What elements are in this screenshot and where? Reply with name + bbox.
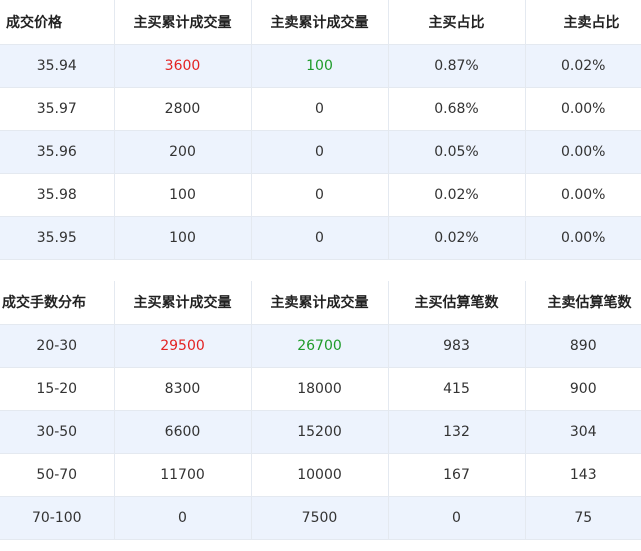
cell-sell-volume: 15200 <box>251 410 389 454</box>
table-row: 30-50 6600 15200 132 304 <box>0 410 641 454</box>
cell-buy-count: 0 <box>388 496 526 540</box>
cell-price: 35.95 <box>0 216 115 260</box>
header-lot-distribution: 成交手数分布 <box>0 280 115 325</box>
table-row: 35.98 100 0 0.02% 0.00% <box>0 173 641 217</box>
cell-buy-volume: 11700 <box>114 453 252 497</box>
cell-sell-count: 890 <box>525 324 641 368</box>
cell-price: 35.94 <box>0 44 115 88</box>
cell-buy-volume: 2800 <box>114 87 252 131</box>
cell-buy-count: 983 <box>388 324 526 368</box>
cell-buy-ratio: 0.02% <box>388 216 526 260</box>
cell-price: 35.97 <box>0 87 115 131</box>
cell-sell-count: 304 <box>525 410 641 454</box>
cell-sell-ratio: 0.00% <box>525 216 641 260</box>
cell-sell-volume: 0 <box>251 173 389 217</box>
lot-distribution-table: 成交手数分布 主买累计成交量 主卖累计成交量 主买估算笔数 主卖估算笔数 20-… <box>0 280 641 540</box>
cell-lot-range: 15-20 <box>0 367 115 411</box>
table-row: 20-30 29500 26700 983 890 <box>0 324 641 368</box>
cell-sell-ratio: 0.02% <box>525 44 641 88</box>
cell-sell-volume: 100 <box>251 44 389 88</box>
price-volume-table: 成交价格 主买累计成交量 主卖累计成交量 主买占比 主卖占比 35.94 360… <box>0 0 641 260</box>
table-row: 35.97 2800 0 0.68% 0.00% <box>0 87 641 131</box>
cell-buy-count: 167 <box>388 453 526 497</box>
table-row: 50-70 11700 10000 167 143 <box>0 453 641 497</box>
header-buy-ratio: 主买占比 <box>388 0 526 45</box>
cell-sell-volume: 10000 <box>251 453 389 497</box>
header-sell-volume: 主卖累计成交量 <box>251 280 389 325</box>
cell-lot-range: 50-70 <box>0 453 115 497</box>
cell-lot-range: 20-30 <box>0 324 115 368</box>
header-trade-price: 成交价格 <box>0 0 115 45</box>
cell-buy-volume: 8300 <box>114 367 252 411</box>
cell-sell-ratio: 0.00% <box>525 130 641 174</box>
cell-sell-ratio: 0.00% <box>525 87 641 131</box>
cell-buy-volume: 200 <box>114 130 252 174</box>
cell-sell-count: 900 <box>525 367 641 411</box>
cell-sell-ratio: 0.00% <box>525 173 641 217</box>
cell-price: 35.96 <box>0 130 115 174</box>
table-spacer <box>0 260 641 281</box>
cell-buy-ratio: 0.87% <box>388 44 526 88</box>
cell-sell-volume: 7500 <box>251 496 389 540</box>
header-buy-volume: 主买累计成交量 <box>114 0 252 45</box>
cell-sell-count: 143 <box>525 453 641 497</box>
cell-sell-volume: 18000 <box>251 367 389 411</box>
cell-sell-volume: 0 <box>251 130 389 174</box>
header-buy-count: 主买估算笔数 <box>388 280 526 325</box>
cell-buy-ratio: 0.68% <box>388 87 526 131</box>
cell-buy-volume: 6600 <box>114 410 252 454</box>
cell-sell-volume: 0 <box>251 216 389 260</box>
cell-price: 35.98 <box>0 173 115 217</box>
cell-lot-range: 70-100 <box>0 496 115 540</box>
cell-buy-volume: 100 <box>114 173 252 217</box>
cell-lot-range: 30-50 <box>0 410 115 454</box>
cell-buy-count: 132 <box>388 410 526 454</box>
cell-sell-volume: 0 <box>251 87 389 131</box>
cell-buy-ratio: 0.02% <box>388 173 526 217</box>
cell-buy-volume: 0 <box>114 496 252 540</box>
cell-sell-volume: 26700 <box>251 324 389 368</box>
header-sell-volume: 主卖累计成交量 <box>251 0 389 45</box>
cell-buy-volume: 3600 <box>114 44 252 88</box>
table-row: 35.94 3600 100 0.87% 0.02% <box>0 44 641 88</box>
header-sell-ratio: 主卖占比 <box>525 0 641 45</box>
cell-buy-count: 415 <box>388 367 526 411</box>
header-sell-count: 主卖估算笔数 <box>525 280 641 325</box>
cell-buy-volume: 29500 <box>114 324 252 368</box>
table-header-row: 成交手数分布 主买累计成交量 主卖累计成交量 主买估算笔数 主卖估算笔数 <box>0 280 641 325</box>
cell-buy-volume: 100 <box>114 216 252 260</box>
table-header-row: 成交价格 主买累计成交量 主卖累计成交量 主买占比 主卖占比 <box>0 0 641 45</box>
header-buy-volume: 主买累计成交量 <box>114 280 252 325</box>
table-row: 15-20 8300 18000 415 900 <box>0 367 641 411</box>
table-row: 70-100 0 7500 0 75 <box>0 496 641 540</box>
cell-buy-ratio: 0.05% <box>388 130 526 174</box>
table-row: 35.96 200 0 0.05% 0.00% <box>0 130 641 174</box>
table-row: 35.95 100 0 0.02% 0.00% <box>0 216 641 260</box>
cell-sell-count: 75 <box>525 496 641 540</box>
